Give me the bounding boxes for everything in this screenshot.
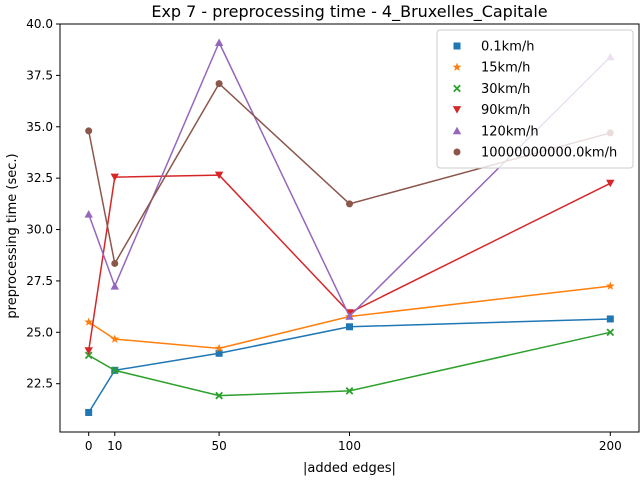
legend-item-90km-h: 90km/h: [452, 103, 530, 118]
legend-marker: [452, 62, 462, 71]
data-point: [606, 315, 614, 323]
y-tick-label: 37.5: [26, 68, 53, 82]
data-point: [84, 347, 93, 355]
data-point: [346, 200, 353, 208]
data-point: [85, 408, 93, 416]
series-90km-h: [84, 171, 615, 355]
data-point: [345, 312, 354, 320]
series-30km-h: [84, 328, 615, 400]
legend-box: [436, 29, 634, 169]
x-tick-label: 100: [338, 439, 361, 453]
y-tick-label: 32.5: [26, 171, 53, 185]
legend-item-0-1km-h: 0.1km/h: [453, 40, 535, 55]
plot-frame: [59, 23, 640, 433]
legend-item-120km-h: 120km/h: [452, 124, 539, 139]
x-tick-label: 50: [211, 439, 226, 453]
data-point: [110, 334, 120, 343]
legend-label: 0.1km/h: [481, 40, 535, 55]
data-point: [110, 366, 119, 375]
y-tick-label: 40.0: [26, 17, 53, 31]
x-tick-label: 200: [599, 439, 622, 453]
y-tick-label: 22.5: [26, 377, 53, 391]
x-axis-label: |added edges|: [303, 461, 396, 476]
y-tick-label: 27.5: [26, 274, 53, 288]
legend-marker: [452, 126, 462, 135]
legend-marker: [452, 106, 462, 114]
data-point: [110, 173, 119, 182]
data-point: [215, 391, 223, 400]
data-point: [215, 80, 223, 88]
data-point: [84, 210, 93, 218]
plot-area: [84, 38, 615, 416]
legend-label: 15km/h: [481, 61, 530, 76]
y-tick-label: 35.0: [26, 120, 53, 134]
data-point: [606, 179, 615, 188]
y-axis: 22.5 25.0 27.5 30.0 32.5 35.0 37.5 40.0: [26, 17, 60, 391]
legend: 0.1km/h 15km/h 30km/h 90km/h 120km/h 10000000…: [436, 29, 634, 169]
chart-title: Exp 7 - preprocessing time - 4_Bruxelles…: [151, 2, 547, 22]
data-point: [110, 282, 119, 290]
data-point: [605, 281, 615, 290]
data-point: [84, 317, 94, 326]
data-point: [606, 328, 615, 337]
data-point: [215, 349, 223, 357]
data-point: [214, 171, 224, 180]
data-point: [84, 351, 93, 360]
data-point: [346, 323, 353, 331]
legend-marker: [453, 148, 461, 156]
data-point: [214, 38, 224, 46]
data-point: [111, 259, 119, 267]
y-axis-label: preprocessing time (sec.): [5, 153, 20, 318]
legend-item-30km-h: 30km/h: [453, 82, 530, 97]
data-point: [214, 343, 224, 353]
data-point: [85, 127, 93, 135]
y-tick-label: 30.0: [26, 223, 53, 237]
legend-marker: [453, 84, 461, 93]
legend-marker: [453, 42, 461, 50]
legend-label: 90km/h: [481, 103, 530, 118]
legend-label: 30km/h: [481, 82, 530, 97]
legend-label: 120km/h: [481, 124, 539, 139]
legend-label: 10000000000.0km/h: [481, 146, 617, 161]
x-axis: 0 10 50 100 200: [85, 432, 622, 453]
x-tick-label: 10: [107, 439, 122, 453]
y-tick-label: 25.0: [26, 325, 53, 339]
legend-item-10000000000-0km-h: 10000000000.0km/h: [453, 146, 617, 161]
legend-item-15km-h: 15km/h: [452, 61, 530, 76]
x-tick-label: 0: [85, 439, 93, 453]
data-point: [345, 387, 354, 395]
